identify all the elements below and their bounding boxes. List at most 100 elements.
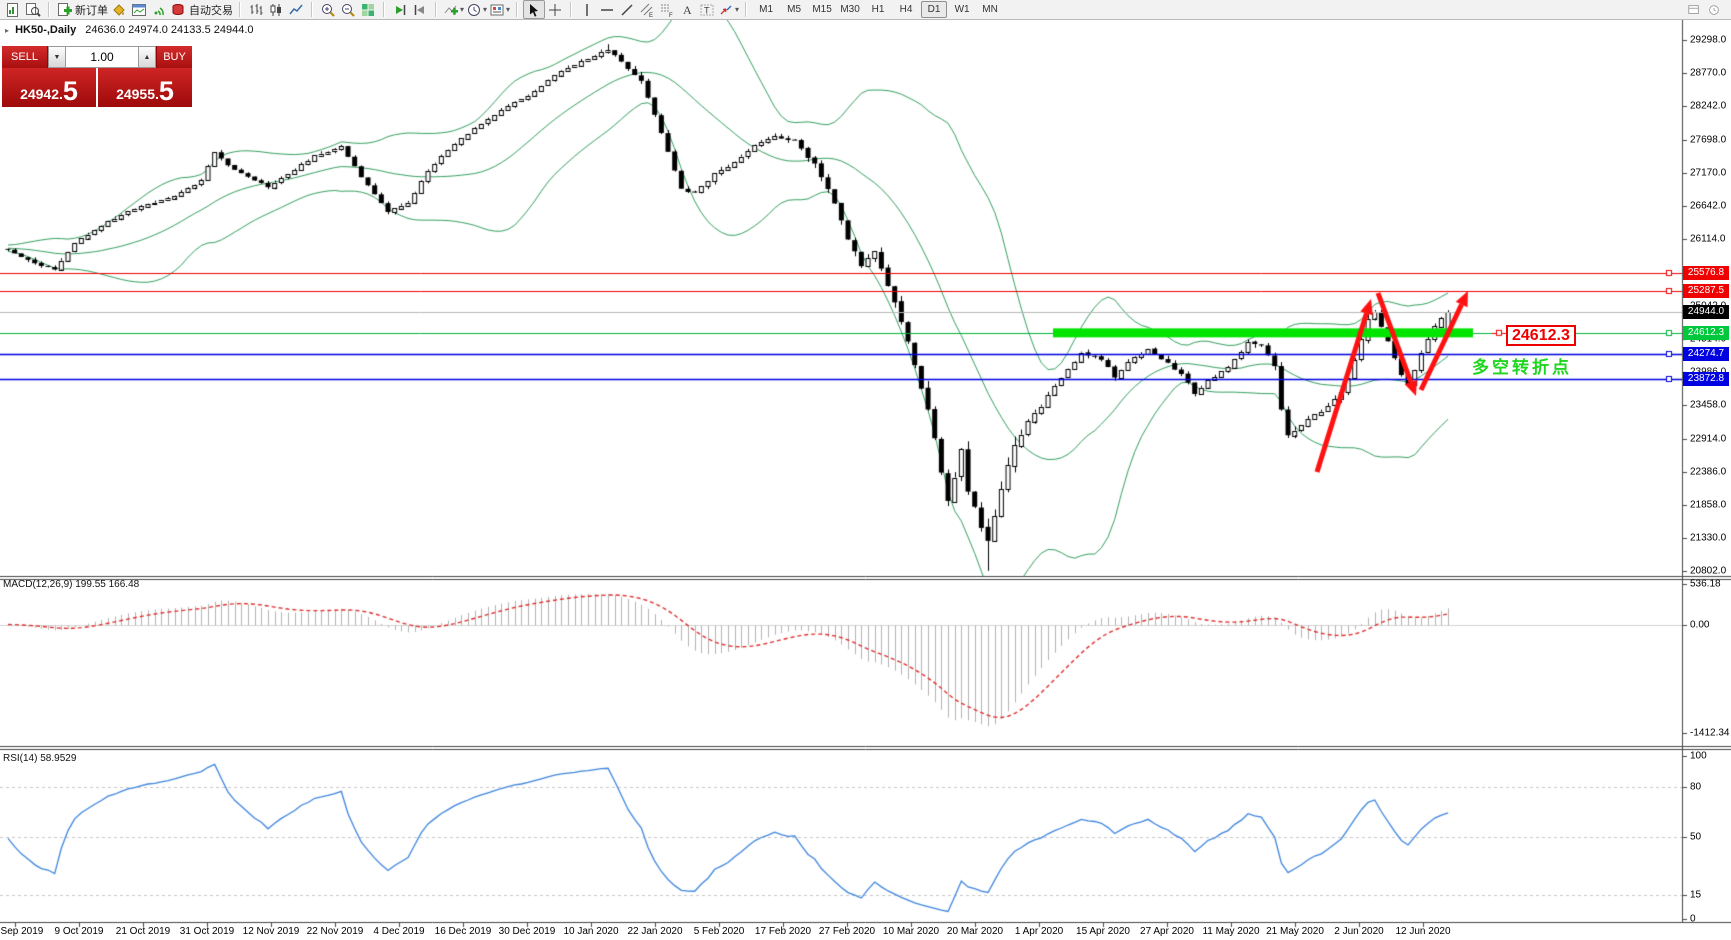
chart-shift-icon[interactable] (410, 1, 430, 18)
svg-text:F: F (669, 13, 673, 18)
timeframe-button-w1[interactable]: W1 (954, 4, 970, 15)
toolbar-separator (383, 2, 385, 17)
price-tick-label: 21330.0 (1690, 532, 1727, 544)
volume-down-button[interactable]: ▼ (48, 46, 66, 68)
toolbar-group-0 (0, 0, 46, 19)
toolbar-group-2 (243, 0, 309, 19)
toolbar-group-3 (315, 0, 381, 19)
text-icon[interactable]: A (677, 1, 697, 18)
new-order-button-label: 新订单 (75, 4, 108, 17)
timeframe-button-d1[interactable]: D1 (921, 1, 948, 18)
time-axis-label: 12 Jun 2020 (1395, 926, 1451, 937)
symbol-period-label: HK50-,Daily (15, 24, 77, 36)
timeframe-button-mn[interactable]: MN (982, 4, 998, 15)
time-axis-label: 21 May 2020 (1266, 926, 1324, 937)
time-axis-label: 27 Apr 2020 (1140, 926, 1194, 937)
time-axis-label: 11 May 2020 (1202, 926, 1260, 937)
vertical-line-icon[interactable] (577, 1, 597, 18)
toolbar-group-1: 新订单 自动交易 (52, 0, 237, 19)
zoom-out-icon[interactable] (338, 1, 358, 18)
toolbar-group-6 (520, 0, 568, 19)
time-axis-label: 5 Feb 2020 (693, 926, 745, 937)
new-chart-icon[interactable] (3, 1, 23, 18)
trendline-icon[interactable] (617, 1, 637, 18)
time-axis-label: 20 Mar 2020 (946, 926, 1004, 937)
sell-price-panel[interactable]: 24942. 5 (2, 68, 96, 107)
time-axis-label: 10 Jan 2020 (563, 926, 619, 937)
channel-icon[interactable]: E (637, 1, 657, 18)
chart-title: ▸ HK50-,Daily 24636.0 24974.0 24133.5 24… (5, 24, 254, 36)
toolbar-separator (311, 2, 313, 17)
signal-icon[interactable] (149, 1, 169, 18)
timeframe-button-m30[interactable]: M30 (840, 4, 860, 15)
timeframe-button-m15[interactable]: M15 (812, 4, 832, 15)
chart-window-icon[interactable] (129, 1, 149, 18)
window-icon[interactable] (1684, 1, 1704, 18)
svg-text:E: E (649, 13, 653, 18)
toolbar-group-4 (387, 0, 433, 19)
buy-button[interactable]: BUY (156, 46, 192, 68)
volume-input[interactable] (66, 46, 138, 68)
time-axis-label: 16 Dec 2019 (434, 926, 492, 937)
toolbar-separator (48, 2, 50, 17)
svg-text:A: A (683, 3, 692, 17)
chart-profiles-icon[interactable] (23, 1, 43, 18)
fibonacci-icon[interactable]: F (657, 1, 677, 18)
price-tick-label: 23458.0 (1690, 399, 1727, 411)
price-tag: 25576.8 (1683, 265, 1729, 280)
time-axis-label: 30 Dec 2019 (498, 926, 556, 937)
horizontal-line-icon[interactable] (597, 1, 617, 18)
line-mode-icon[interactable] (286, 1, 306, 18)
rsi-tick-label: 50 (1690, 831, 1702, 843)
time-axis-label: 17 Feb 2020 (754, 926, 812, 937)
buy-price-pip: 5 (158, 76, 174, 106)
buy-price: 24955. (116, 86, 159, 102)
note-annotation-text[interactable]: 多空转折点 (1472, 358, 1572, 377)
time-axis-label: 1 Apr 2020 (1014, 926, 1064, 937)
price-annotation-box[interactable]: 24612.3 (1506, 325, 1576, 346)
new-order-button[interactable]: 新订单 (55, 1, 109, 18)
auto-trading-button-label: 自动交易 (189, 4, 233, 17)
templates-icon[interactable]: ▾ (488, 1, 511, 18)
time-axis-label: 15 Apr 2020 (1076, 926, 1130, 937)
timeframe-button-m5[interactable]: M5 (787, 4, 802, 15)
price-tick-label: 27698.0 (1690, 134, 1727, 146)
timeframe-button-m1[interactable]: M1 (759, 4, 774, 15)
timeframe-button-h1[interactable]: H1 (871, 4, 885, 15)
toolbar-separator (516, 2, 519, 17)
price-tick-label: 28770.0 (1690, 67, 1727, 79)
timeframe-button-h4[interactable]: H4 (899, 4, 913, 15)
periods-icon[interactable]: ▾ (465, 1, 488, 18)
buy-price-panel[interactable]: 24955. 5 (98, 68, 192, 107)
sell-price-pip: 5 (62, 76, 78, 106)
clock-icon[interactable] (1704, 1, 1724, 18)
toolbar-right-group (1681, 0, 1727, 19)
price-tick-label: 23986.0 (1690, 367, 1726, 378)
indicators-icon[interactable]: ▾ (442, 1, 465, 18)
tile-windows-icon[interactable] (358, 1, 378, 18)
auto-trading-button[interactable]: 自动交易 (169, 1, 234, 18)
time-axis-label: 4 Dec 2019 (373, 926, 425, 937)
volume-up-button[interactable]: ▲ (138, 46, 156, 68)
label-icon[interactable]: T (697, 1, 717, 18)
arrows-tool-icon[interactable]: ▾ (717, 1, 740, 18)
time-axis-label: 27 Feb 2020 (818, 926, 876, 937)
time-axis-label: 10 Mar 2020 (882, 926, 940, 937)
ohlc-values: 24636.0 24974.0 24133.5 24944.0 (85, 24, 254, 36)
paint-bucket-icon[interactable] (109, 1, 129, 18)
cursor-icon[interactable] (523, 0, 546, 19)
time-axis-label: 25 Sep 2019 (0, 926, 44, 937)
candles-mode-icon[interactable] (266, 1, 286, 18)
sell-button[interactable]: SELL (2, 46, 48, 68)
timeframe-group: M1 M5 M15 M30 H1 H4 D1 W1 MN (749, 0, 1007, 19)
time-axis-label: 31 Oct 2019 (179, 926, 235, 937)
zoom-in-icon[interactable] (318, 1, 338, 18)
auto-scroll-icon[interactable] (390, 1, 410, 18)
crosshair-icon[interactable] (545, 1, 565, 18)
svg-text:T: T (704, 5, 710, 15)
bars-mode-icon[interactable] (246, 1, 266, 18)
toolbar-separator (570, 2, 573, 17)
chevron-down-icon: ▾ (735, 5, 740, 14)
